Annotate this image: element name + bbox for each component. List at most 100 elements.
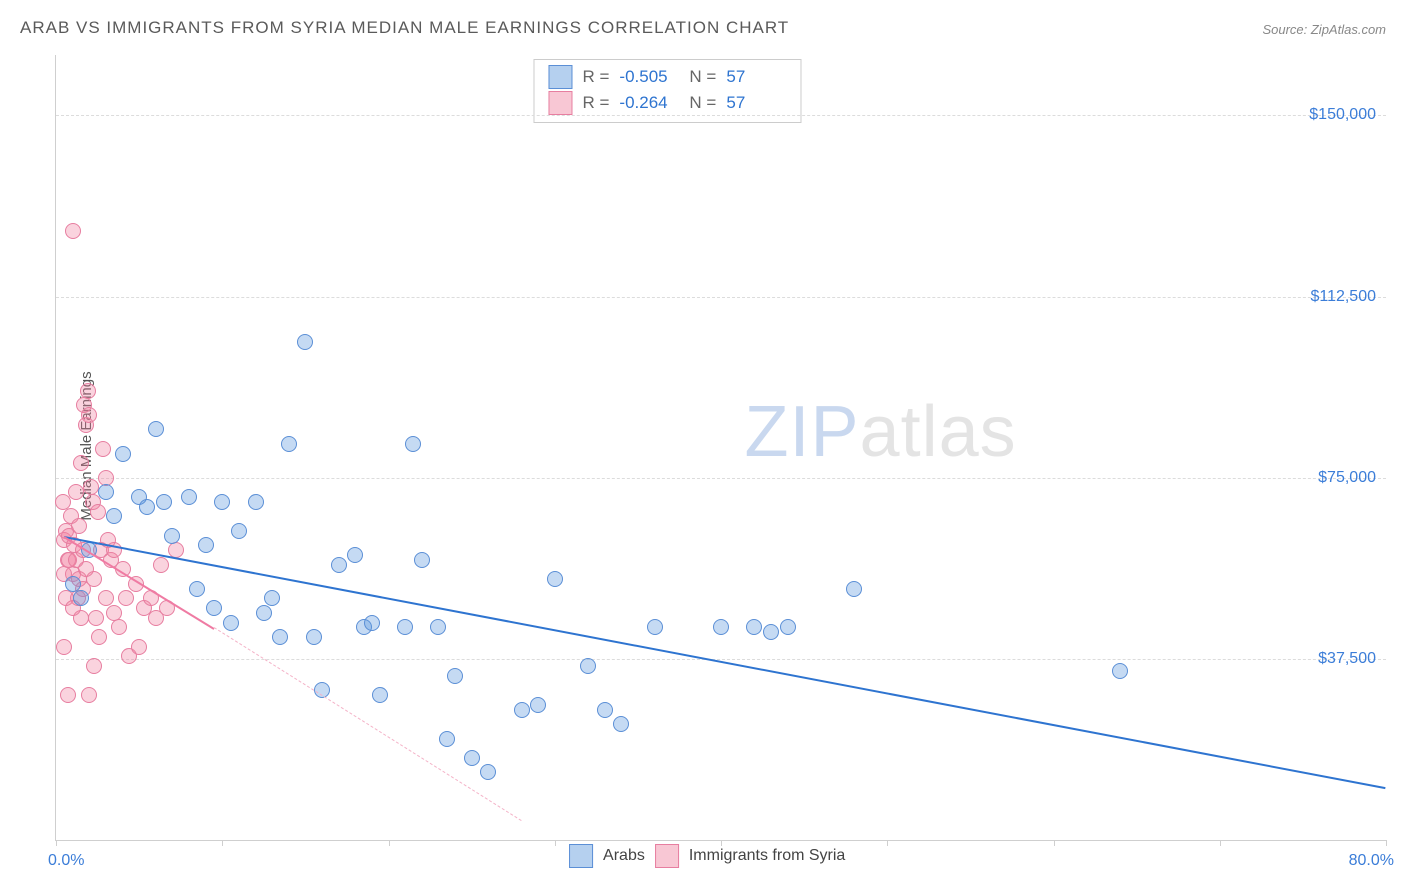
- y-tick-label: $75,000: [1318, 469, 1376, 487]
- scatter-point: [88, 610, 104, 626]
- scatter-point: [763, 624, 779, 640]
- source-attribution: Source: ZipAtlas.com: [1262, 22, 1386, 37]
- scatter-point: [181, 489, 197, 505]
- x-tick: [555, 840, 556, 846]
- scatter-point: [115, 446, 131, 462]
- gridline: [56, 659, 1386, 660]
- scatter-point: [98, 484, 114, 500]
- y-tick-label: $150,000: [1309, 106, 1376, 124]
- scatter-point: [231, 523, 247, 539]
- scatter-point: [198, 537, 214, 553]
- scatter-point: [256, 605, 272, 621]
- scatter-point: [580, 658, 596, 674]
- scatter-point: [372, 687, 388, 703]
- x-axis-max-label: 80.0%: [1349, 852, 1394, 870]
- scatter-point: [106, 508, 122, 524]
- regression-line: [214, 628, 522, 822]
- scatter-point: [80, 383, 96, 399]
- scatter-point: [73, 590, 89, 606]
- chart-title: ARAB VS IMMIGRANTS FROM SYRIA MEDIAN MAL…: [20, 18, 789, 38]
- x-tick: [222, 840, 223, 846]
- x-tick: [1220, 840, 1221, 846]
- scatter-point: [248, 494, 264, 510]
- scatter-point: [90, 504, 106, 520]
- x-tick: [1386, 840, 1387, 846]
- scatter-point: [297, 334, 313, 350]
- scatter-point: [65, 223, 81, 239]
- correlation-row-arabs: R = -0.505 N = 57: [548, 64, 786, 90]
- scatter-point: [111, 619, 127, 635]
- x-tick: [56, 840, 57, 846]
- scatter-point: [214, 494, 230, 510]
- gridline: [56, 478, 1386, 479]
- scatter-point: [347, 547, 363, 563]
- scatter-point: [447, 668, 463, 684]
- n-value-arabs: 57: [726, 64, 786, 90]
- r-value-arabs: -0.505: [619, 64, 679, 90]
- scatter-point: [156, 494, 172, 510]
- watermark-zip: ZIP: [745, 392, 860, 472]
- scatter-point: [81, 687, 97, 703]
- scatter-point: [71, 518, 87, 534]
- y-tick-label: $112,500: [1310, 288, 1376, 306]
- scatter-point: [405, 436, 421, 452]
- scatter-point: [647, 619, 663, 635]
- legend-label-arabs: Arabs: [603, 847, 645, 865]
- correlation-stats-box: R = -0.505 N = 57 R = -0.264 N = 57: [533, 59, 801, 123]
- scatter-point: [95, 441, 111, 457]
- scatter-point: [597, 702, 613, 718]
- scatter-point: [439, 731, 455, 747]
- scatter-point: [281, 436, 297, 452]
- n-value-syria: 57: [726, 90, 786, 116]
- scatter-point: [148, 421, 164, 437]
- scatter-point: [364, 615, 380, 631]
- scatter-point: [306, 629, 322, 645]
- gridline: [56, 115, 1386, 116]
- gridline: [56, 297, 1386, 298]
- legend-swatch-pink-icon: [655, 844, 679, 868]
- correlation-row-syria: R = -0.264 N = 57: [548, 90, 786, 116]
- scatter-point: [331, 557, 347, 573]
- x-tick: [887, 840, 888, 846]
- scatter-point: [414, 552, 430, 568]
- scatter-point: [613, 716, 629, 732]
- scatter-point: [1112, 663, 1128, 679]
- scatter-point: [60, 687, 76, 703]
- regression-line: [64, 536, 1386, 789]
- scatter-point: [206, 600, 222, 616]
- swatch-pink-icon: [548, 91, 572, 115]
- scatter-point: [264, 590, 280, 606]
- x-axis-min-label: 0.0%: [48, 852, 84, 870]
- scatter-point: [189, 581, 205, 597]
- scatter-point: [464, 750, 480, 766]
- scatter-point: [153, 557, 169, 573]
- legend-swatch-blue-icon: [569, 844, 593, 868]
- scatter-point: [480, 764, 496, 780]
- chart-plot-area: ZIPatlas R = -0.505 N = 57 R = -0.264 N …: [55, 55, 1386, 841]
- r-value-syria: -0.264: [619, 90, 679, 116]
- scatter-point: [65, 576, 81, 592]
- scatter-point: [547, 571, 563, 587]
- watermark: ZIPatlas: [745, 391, 1017, 473]
- scatter-point: [514, 702, 530, 718]
- scatter-point: [846, 581, 862, 597]
- watermark-atlas: atlas: [860, 392, 1017, 472]
- scatter-point: [223, 615, 239, 631]
- swatch-blue-icon: [548, 65, 572, 89]
- x-tick: [721, 840, 722, 846]
- scatter-point: [56, 639, 72, 655]
- scatter-point: [530, 697, 546, 713]
- scatter-point: [397, 619, 413, 635]
- chart-legend: Arabs Immigrants from Syria: [569, 844, 845, 868]
- n-label: N =: [689, 90, 716, 116]
- r-label: R =: [582, 64, 609, 90]
- scatter-point: [131, 639, 147, 655]
- scatter-point: [780, 619, 796, 635]
- legend-label-syria: Immigrants from Syria: [689, 847, 845, 865]
- r-label: R =: [582, 90, 609, 116]
- scatter-point: [139, 499, 155, 515]
- x-tick: [389, 840, 390, 846]
- scatter-point: [68, 484, 84, 500]
- scatter-point: [91, 629, 107, 645]
- x-tick: [1054, 840, 1055, 846]
